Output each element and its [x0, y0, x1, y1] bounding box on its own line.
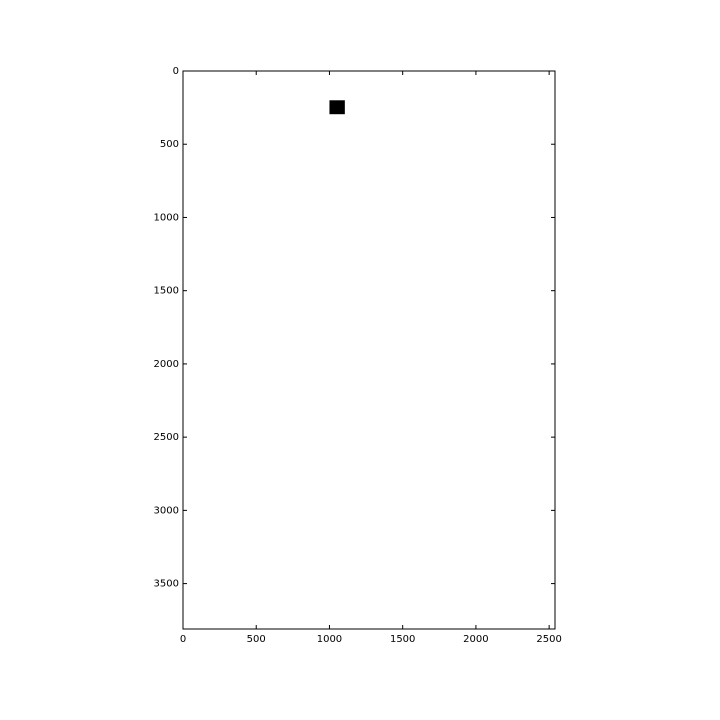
y-tick-label: 3000 [154, 505, 179, 516]
y-tick-label: 0 [173, 66, 179, 77]
x-tick-label: 1000 [317, 634, 342, 645]
y-tick-label: 1500 [154, 286, 179, 297]
y-tick-label: 1000 [154, 212, 179, 223]
axis-ticks: 0 500 1000 1500 2000 2500 0 500 1000 1500 2000 2500… [154, 66, 562, 645]
x-tick-label: 0 [180, 634, 186, 645]
x-tick-label: 500 [247, 634, 266, 645]
plot-background [183, 71, 555, 629]
x-tick-label: 2000 [463, 634, 488, 645]
image-blob [329, 100, 345, 115]
y-tick-label: 2500 [154, 432, 179, 443]
y-tick-label: 500 [160, 139, 179, 150]
y-tick-label: 3500 [154, 579, 179, 590]
plot-frame [182, 70, 556, 630]
x-tick-label: 2500 [536, 634, 561, 645]
x-tick-label: 1500 [390, 634, 415, 645]
image-content [329, 100, 345, 115]
y-tick-label: 2000 [154, 359, 179, 370]
